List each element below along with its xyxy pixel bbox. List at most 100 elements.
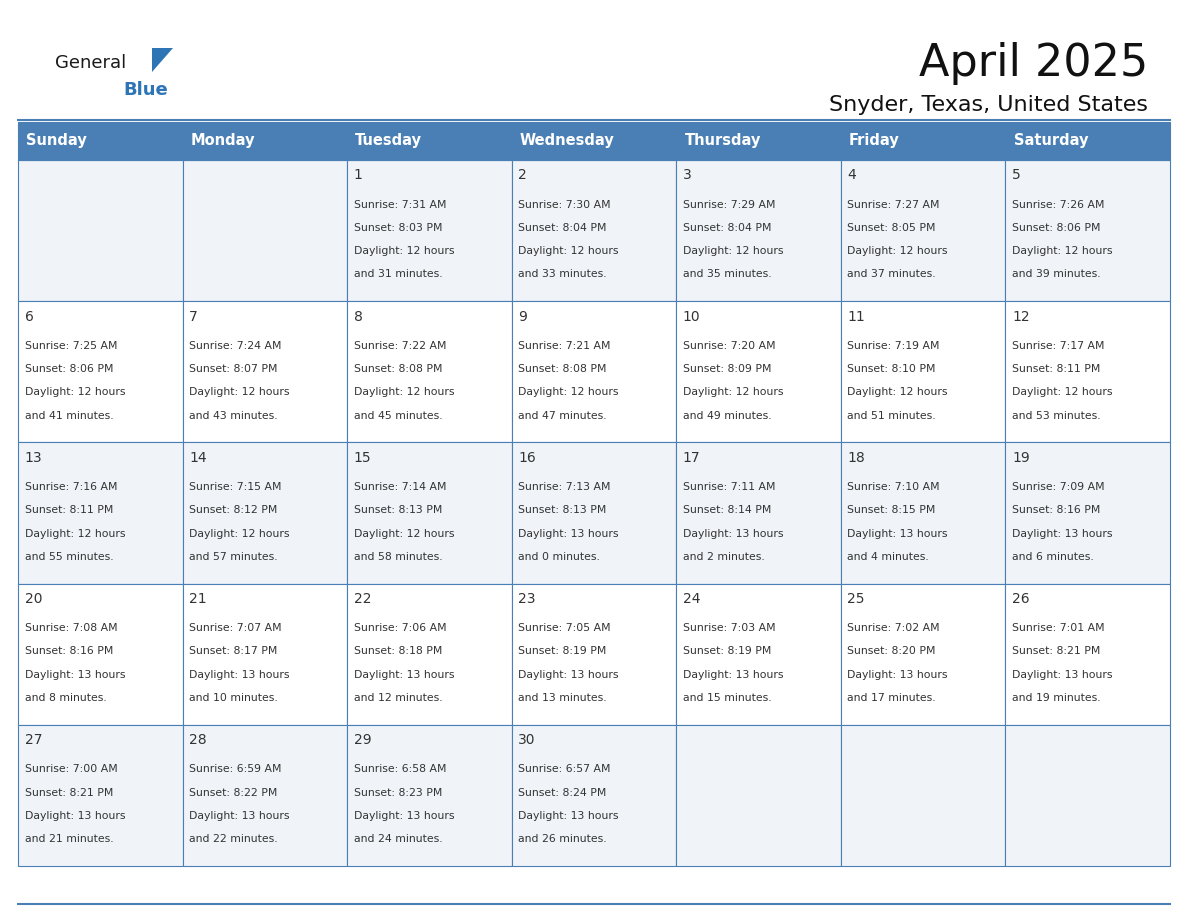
Text: and 31 minutes.: and 31 minutes. <box>354 269 442 279</box>
Text: Sunrise: 7:05 AM: Sunrise: 7:05 AM <box>518 623 611 633</box>
Text: Daylight: 13 hours: Daylight: 13 hours <box>25 811 125 821</box>
Text: Daylight: 13 hours: Daylight: 13 hours <box>189 670 290 679</box>
Text: 19: 19 <box>1012 451 1030 465</box>
Bar <box>18 301 183 442</box>
Text: Wednesday: Wednesday <box>520 133 614 149</box>
Bar <box>841 301 1005 442</box>
Bar <box>183 122 347 160</box>
Bar <box>18 122 183 160</box>
Text: Sunrise: 7:15 AM: Sunrise: 7:15 AM <box>189 482 282 492</box>
Text: Daylight: 12 hours: Daylight: 12 hours <box>847 246 948 256</box>
Text: Sunset: 8:05 PM: Sunset: 8:05 PM <box>847 223 936 233</box>
Text: and 10 minutes.: and 10 minutes. <box>189 693 278 703</box>
Text: Sunset: 8:06 PM: Sunset: 8:06 PM <box>1012 223 1100 233</box>
Text: 6: 6 <box>25 309 33 324</box>
Bar <box>676 160 841 301</box>
Text: 5: 5 <box>1012 169 1020 183</box>
Bar <box>676 301 841 442</box>
Text: Daylight: 12 hours: Daylight: 12 hours <box>683 387 783 397</box>
Text: 23: 23 <box>518 592 536 606</box>
Bar <box>18 584 183 725</box>
Text: Daylight: 13 hours: Daylight: 13 hours <box>25 670 125 679</box>
Bar <box>347 301 512 442</box>
Bar <box>512 584 676 725</box>
Text: Daylight: 12 hours: Daylight: 12 hours <box>1012 387 1112 397</box>
Text: Sunrise: 7:29 AM: Sunrise: 7:29 AM <box>683 199 776 209</box>
Text: Daylight: 12 hours: Daylight: 12 hours <box>683 246 783 256</box>
Bar <box>841 122 1005 160</box>
Text: Sunrise: 7:10 AM: Sunrise: 7:10 AM <box>847 482 940 492</box>
Bar <box>183 160 347 301</box>
Text: and 13 minutes.: and 13 minutes. <box>518 693 607 703</box>
Text: Daylight: 12 hours: Daylight: 12 hours <box>189 529 290 539</box>
Text: Sunset: 8:12 PM: Sunset: 8:12 PM <box>189 505 278 515</box>
Text: 25: 25 <box>847 592 865 606</box>
Text: Thursday: Thursday <box>684 133 760 149</box>
Text: Sunset: 8:16 PM: Sunset: 8:16 PM <box>1012 505 1100 515</box>
Text: Sunset: 8:09 PM: Sunset: 8:09 PM <box>683 364 771 374</box>
Bar <box>512 442 676 584</box>
Text: Sunrise: 7:08 AM: Sunrise: 7:08 AM <box>25 623 118 633</box>
Text: 14: 14 <box>189 451 207 465</box>
Bar <box>841 160 1005 301</box>
Text: Sunset: 8:23 PM: Sunset: 8:23 PM <box>354 788 442 798</box>
Text: Sunrise: 7:02 AM: Sunrise: 7:02 AM <box>847 623 940 633</box>
Bar <box>1005 442 1170 584</box>
Text: Sunset: 8:11 PM: Sunset: 8:11 PM <box>1012 364 1100 374</box>
Text: Daylight: 13 hours: Daylight: 13 hours <box>518 529 619 539</box>
Text: and 55 minutes.: and 55 minutes. <box>25 552 113 562</box>
Text: Daylight: 12 hours: Daylight: 12 hours <box>25 387 125 397</box>
Bar <box>512 301 676 442</box>
Text: 7: 7 <box>189 309 198 324</box>
Text: Blue: Blue <box>124 81 168 99</box>
Text: Daylight: 12 hours: Daylight: 12 hours <box>354 387 454 397</box>
Text: Sunset: 8:13 PM: Sunset: 8:13 PM <box>354 505 442 515</box>
Text: Sunrise: 7:06 AM: Sunrise: 7:06 AM <box>354 623 447 633</box>
Text: Sunrise: 7:27 AM: Sunrise: 7:27 AM <box>847 199 940 209</box>
Text: Saturday: Saturday <box>1013 133 1088 149</box>
Text: and 12 minutes.: and 12 minutes. <box>354 693 442 703</box>
Text: Daylight: 12 hours: Daylight: 12 hours <box>518 246 619 256</box>
Text: Daylight: 13 hours: Daylight: 13 hours <box>1012 670 1112 679</box>
Bar <box>183 584 347 725</box>
Text: Daylight: 13 hours: Daylight: 13 hours <box>354 670 454 679</box>
Text: and 57 minutes.: and 57 minutes. <box>189 552 278 562</box>
Text: Sunrise: 7:07 AM: Sunrise: 7:07 AM <box>189 623 282 633</box>
Text: Sunrise: 7:30 AM: Sunrise: 7:30 AM <box>518 199 611 209</box>
Text: 12: 12 <box>1012 309 1030 324</box>
Text: Sunrise: 7:13 AM: Sunrise: 7:13 AM <box>518 482 611 492</box>
Text: Sunset: 8:04 PM: Sunset: 8:04 PM <box>683 223 771 233</box>
Text: and 4 minutes.: and 4 minutes. <box>847 552 929 562</box>
Text: Sunset: 8:16 PM: Sunset: 8:16 PM <box>25 646 113 656</box>
Text: 21: 21 <box>189 592 207 606</box>
Text: Sunday: Sunday <box>26 133 87 149</box>
Text: Sunrise: 7:19 AM: Sunrise: 7:19 AM <box>847 341 940 351</box>
Text: and 2 minutes.: and 2 minutes. <box>683 552 765 562</box>
Text: Daylight: 13 hours: Daylight: 13 hours <box>518 811 619 821</box>
Text: Sunrise: 7:21 AM: Sunrise: 7:21 AM <box>518 341 611 351</box>
Bar <box>1005 584 1170 725</box>
Bar <box>1005 122 1170 160</box>
Text: and 49 minutes.: and 49 minutes. <box>683 410 771 420</box>
Text: Daylight: 12 hours: Daylight: 12 hours <box>25 529 125 539</box>
Text: and 21 minutes.: and 21 minutes. <box>25 834 113 845</box>
Text: Daylight: 13 hours: Daylight: 13 hours <box>518 670 619 679</box>
Text: Daylight: 12 hours: Daylight: 12 hours <box>354 529 454 539</box>
Bar <box>18 442 183 584</box>
Text: 8: 8 <box>354 309 362 324</box>
Text: Sunrise: 7:01 AM: Sunrise: 7:01 AM <box>1012 623 1105 633</box>
Text: 26: 26 <box>1012 592 1030 606</box>
Text: Sunset: 8:08 PM: Sunset: 8:08 PM <box>354 364 442 374</box>
Text: and 41 minutes.: and 41 minutes. <box>25 410 113 420</box>
Text: Sunset: 8:20 PM: Sunset: 8:20 PM <box>847 646 936 656</box>
Text: and 45 minutes.: and 45 minutes. <box>354 410 442 420</box>
Text: Sunset: 8:24 PM: Sunset: 8:24 PM <box>518 788 607 798</box>
Text: 16: 16 <box>518 451 536 465</box>
Text: Sunset: 8:08 PM: Sunset: 8:08 PM <box>518 364 607 374</box>
Polygon shape <box>152 48 173 72</box>
Text: and 39 minutes.: and 39 minutes. <box>1012 269 1100 279</box>
Text: Sunrise: 7:25 AM: Sunrise: 7:25 AM <box>25 341 118 351</box>
Text: Sunset: 8:19 PM: Sunset: 8:19 PM <box>518 646 607 656</box>
Bar <box>1005 301 1170 442</box>
Text: and 8 minutes.: and 8 minutes. <box>25 693 107 703</box>
